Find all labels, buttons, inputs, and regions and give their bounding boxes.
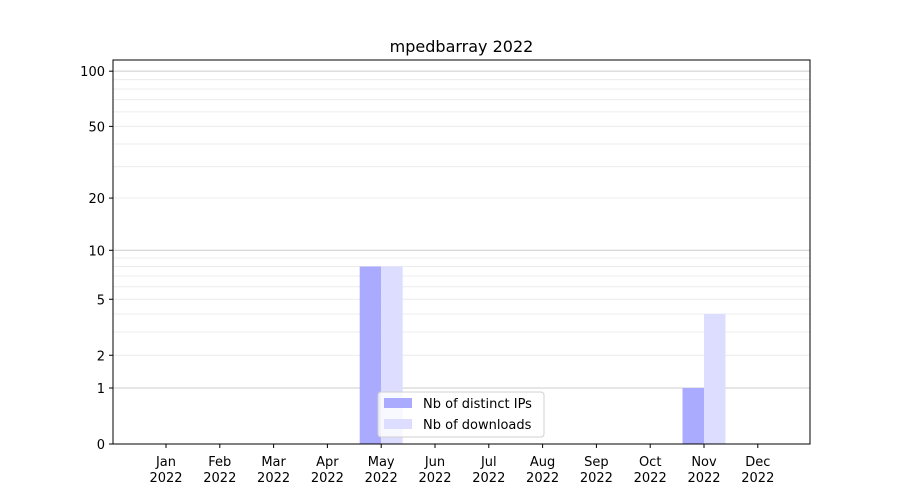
legend-swatch xyxy=(384,398,412,408)
x-tick-label-line: Oct xyxy=(639,455,661,470)
x-tick-label: Aug 2022 xyxy=(526,455,559,486)
x-tick-label: Dec 2022 xyxy=(741,455,774,486)
legend: Nb of distinct IPs Nb of downloads xyxy=(377,391,545,438)
chart-title: mpedbarray 2022 xyxy=(390,37,534,56)
x-tick-label-line: 2022 xyxy=(365,471,398,486)
x-tick-label-line: Apr xyxy=(316,455,339,470)
legend-box xyxy=(377,391,545,438)
x-tick-label: Feb 2022 xyxy=(203,455,236,486)
x-tick-label-line: Sep xyxy=(584,455,609,470)
x-tick-label: Jan 2022 xyxy=(149,455,182,486)
bar-downloads xyxy=(704,313,726,444)
x-tick-label-line: 2022 xyxy=(311,471,344,486)
y-tick-label: 5 xyxy=(97,293,105,308)
x-tick-label-line: Jun xyxy=(424,455,445,470)
bar-distinct-ips xyxy=(359,266,382,444)
x-tick-label-line: Mar xyxy=(261,455,286,470)
bar-distinct-ips xyxy=(682,388,704,444)
y-tick-label: 50 xyxy=(88,120,105,135)
x-tick-label: Jun 2022 xyxy=(418,455,451,486)
plot-frame xyxy=(112,59,811,445)
x-tick-label-line: 2022 xyxy=(687,471,720,486)
x-tick-label-line: Jan xyxy=(155,455,176,470)
x-tick-label: Nov 2022 xyxy=(687,455,720,486)
x-tick-label: Apr 2022 xyxy=(311,455,344,486)
y-tick-label: 2 xyxy=(97,349,105,364)
x-tick-label-line: 2022 xyxy=(472,471,505,486)
x-tick-label-line: 2022 xyxy=(634,471,667,486)
x-tick-label-line: Dec xyxy=(745,455,770,470)
y-tick-label: 1 xyxy=(97,382,105,397)
x-tick-label-line: 2022 xyxy=(203,471,236,486)
x-tick-label-line: 2022 xyxy=(149,471,182,486)
x-tick-label-line: Feb xyxy=(208,455,231,470)
legend-label: Nb of downloads xyxy=(423,418,532,433)
x-tick-label: Jul 2022 xyxy=(472,455,505,486)
y-tick-label: 0 xyxy=(97,438,105,453)
x-tick-label-line: 2022 xyxy=(741,471,774,486)
x-tick-label-line: May xyxy=(368,455,395,470)
x-tick-label-line: 2022 xyxy=(580,471,613,486)
x-tick-label-line: 2022 xyxy=(526,471,559,486)
x-tick-label-line: 2022 xyxy=(418,471,451,486)
y-tick-label: 10 xyxy=(88,244,105,259)
legend-label: Nb of distinct IPs xyxy=(423,397,532,412)
y-tick-label: 100 xyxy=(80,65,105,80)
x-tick-label-line: Jul xyxy=(480,455,497,470)
x-tick-label-line: 2022 xyxy=(257,471,290,486)
legend-swatch xyxy=(384,419,412,429)
x-tick-label: Oct 2022 xyxy=(634,455,667,486)
x-tick-label: May 2022 xyxy=(365,455,398,486)
y-tick-label: 20 xyxy=(88,192,105,207)
x-tick-label-line: Aug xyxy=(530,455,555,470)
x-tick-label: Mar 2022 xyxy=(257,455,290,486)
x-tick-label: Sep 2022 xyxy=(580,455,613,486)
x-tick-label-line: Nov xyxy=(691,455,717,470)
